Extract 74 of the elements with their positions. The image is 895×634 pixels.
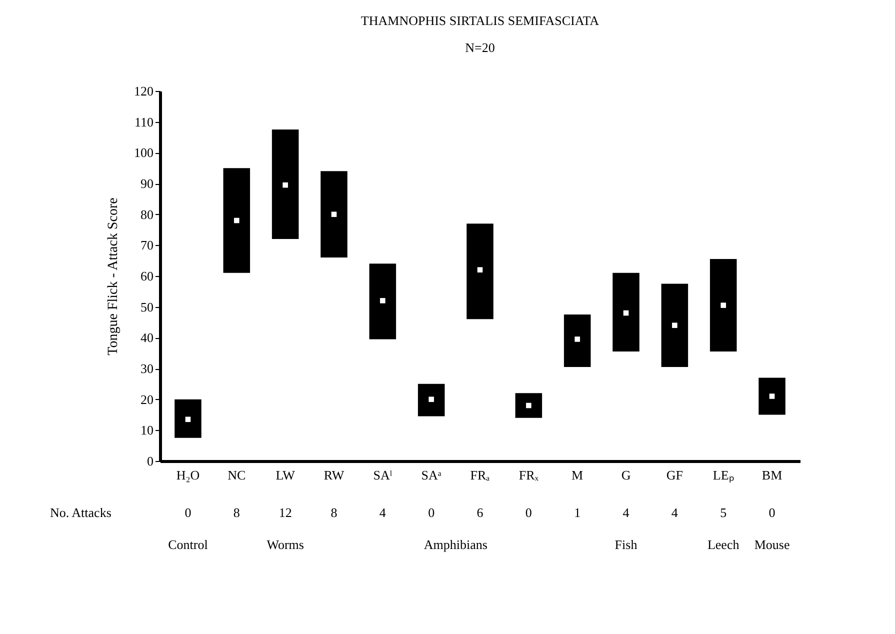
y-tick-label: 40 xyxy=(140,330,154,346)
x-tick-label: NC xyxy=(228,468,246,482)
x-tick-label: H₂O xyxy=(176,468,200,482)
bar xyxy=(466,224,494,320)
text: 12 xyxy=(278,505,292,520)
bar xyxy=(612,272,640,352)
point xyxy=(234,218,240,224)
text: 0 xyxy=(428,505,435,520)
text: Control xyxy=(168,537,208,552)
text: 6 xyxy=(476,505,484,520)
bar xyxy=(758,378,786,415)
bar xyxy=(564,314,591,367)
point xyxy=(574,336,580,342)
point xyxy=(185,416,191,422)
x-tick-label: RW xyxy=(324,468,345,482)
text: 5 xyxy=(720,505,727,520)
text: No. Attacks xyxy=(50,505,112,520)
point xyxy=(380,298,386,304)
x-tick-label: FRₓ xyxy=(518,468,539,482)
point xyxy=(477,267,483,272)
point xyxy=(672,322,678,328)
x-tick-label: LW xyxy=(276,468,296,482)
x-tick-label: M xyxy=(572,468,584,482)
text: Fish xyxy=(614,537,638,552)
text: 4 xyxy=(622,505,630,520)
text: 0 xyxy=(184,505,192,520)
x-tick-label: BM xyxy=(762,468,783,482)
bar xyxy=(515,393,542,418)
x-tick-label: SAᵃ xyxy=(421,468,442,482)
text: 4 xyxy=(379,505,386,520)
x-tick-label: GF xyxy=(666,468,683,482)
bar xyxy=(320,171,348,258)
bar xyxy=(223,168,250,273)
bar xyxy=(174,399,202,438)
bar xyxy=(418,384,445,416)
point xyxy=(769,394,775,399)
y-tick-label: 30 xyxy=(140,361,154,376)
point xyxy=(526,402,532,408)
text: Worms xyxy=(266,537,304,552)
y-tick-label: 120 xyxy=(134,84,154,98)
x-tick-label: SAˡ xyxy=(373,468,393,482)
point xyxy=(331,212,337,217)
text: Mouse xyxy=(754,537,790,552)
text: 1 xyxy=(574,505,581,520)
y-tick-label: 60 xyxy=(140,268,154,284)
bar xyxy=(661,284,688,367)
x-tick-label: G xyxy=(621,468,631,482)
chart-subtitle: N=20 xyxy=(465,40,495,55)
y-tick-label: 20 xyxy=(140,392,154,407)
x-tick-label: LEₚ xyxy=(712,468,734,484)
y-tick-label: 80 xyxy=(140,206,154,222)
text: 8 xyxy=(330,505,338,520)
point xyxy=(428,396,434,402)
y-axis-title: Tongue Flick - Attack Score xyxy=(106,198,121,356)
y-tick-label: 100 xyxy=(134,145,154,160)
y-tick-label: 0 xyxy=(147,454,154,468)
bar xyxy=(710,259,737,352)
text: Leech xyxy=(707,537,740,552)
point xyxy=(720,302,726,308)
y-tick-label: 110 xyxy=(134,114,154,130)
x-tick-label: FRₐ xyxy=(470,468,490,482)
text: 8 xyxy=(233,505,240,520)
y-tick-label: 90 xyxy=(140,176,154,191)
chart-title: THAMNOPHIS SIRTALIS SEMIFASCIATA xyxy=(360,13,600,28)
text: 0 xyxy=(525,505,532,520)
bar xyxy=(272,130,299,239)
y-tick-label: 70 xyxy=(140,238,154,253)
text: 0 xyxy=(768,505,776,520)
y-tick-label: 50 xyxy=(140,299,154,314)
point xyxy=(282,182,288,188)
y-tick-label: 10 xyxy=(140,422,154,438)
text: Amphibians xyxy=(424,537,488,552)
text: 4 xyxy=(671,505,678,520)
bar xyxy=(369,264,396,340)
